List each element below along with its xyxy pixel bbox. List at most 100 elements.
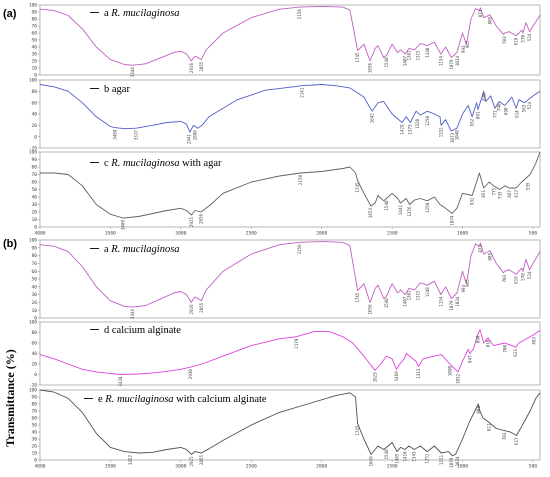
x-tick-label: 1500 [387,464,398,470]
y-tick-label: 20 [31,444,37,450]
peak-label: 524 [527,101,532,109]
peak-label: 1032 [456,373,461,384]
x-tick-label: 2000 [316,231,327,237]
y-tick-label: 100 [29,150,38,156]
peak-label: 735 [497,191,502,199]
peak-label: 1251 [425,453,430,464]
legend-text: agar [112,84,131,95]
y-tick-label: 50 [31,277,37,283]
peak-label: 1079 [449,457,454,468]
peak-label: 2941 [187,134,192,145]
y-tick-label: 100 [29,3,38,9]
peak-label: 703 [502,274,507,282]
peak-label: 993 [461,45,466,53]
peak-label: 1656 [368,304,373,315]
peak-label: 1373 [408,124,413,135]
peak-label: 700 [502,345,507,353]
y-tick-label: 0 [34,372,37,378]
peak-label: 965 [465,40,470,48]
peak-label: 1073 [450,133,455,144]
y-tick-label: 80 [31,402,37,408]
x-tick-label: 4000 [34,231,45,237]
spectrum-panel-b: -20 0 20 40 60 80 100 3469 3317 2941 2898 2141 1642 1… [29,78,541,152]
x-tick-label: 2500 [246,231,257,237]
peak-label: 1623 [372,372,377,383]
x-tick-label: 2000 [316,464,327,470]
legend-series-letter: e [98,394,105,405]
peak-label: 3409 [121,220,126,231]
y-tick-label: 50 [31,423,37,429]
panel-a-label: (a) [3,8,17,20]
spectrum-line-c [40,151,541,219]
peak-label: 1034 [455,56,460,67]
peak-label: 1320 [415,118,420,129]
x-tick-label: 3000 [175,464,186,470]
peak-label: 1250 [425,202,430,213]
peak-label: 1315 [416,290,421,301]
peak-label: 1034 [455,456,460,467]
y-tick-label: 90 [31,157,37,163]
y-tick-label: 90 [31,245,37,251]
peak-label: 3357 [128,455,133,466]
x-tick-label: 500 [529,464,538,470]
y-tick-label: 80 [31,330,37,336]
peak-label: 1079 [449,300,454,311]
legend-label-b: b agar [104,84,130,95]
x-tick-label: 2500 [246,464,257,470]
peak-label: 667 [507,190,512,198]
y-tick-label: 60 [31,100,37,106]
legend-text: R. mucilaginosa [110,8,179,19]
peak-label: 993 [461,284,466,292]
spectrum-line-d [39,329,541,375]
y-tick-label: 0 [34,225,37,231]
y-tick-label: 80 [31,165,37,171]
peak-label: 3344 [130,67,135,78]
peak-label: 2156 [297,9,302,20]
peak-label: 805 [488,252,493,260]
x-tick-label: 500 [529,231,538,237]
peak-label: 563 [522,104,527,112]
peak-label: 1407 [403,296,408,307]
x-tick-label: 3500 [105,231,116,237]
y-tick-label: 100 [29,78,38,84]
peak-label: 1381 [406,50,411,61]
peak-label: 1745 [355,182,360,193]
y-tick-label: 80 [31,89,37,95]
y-tick-label: 20 [31,59,37,65]
peak-label: 932 [470,118,475,126]
peak-label: 873 [478,9,483,17]
peak-label: 619 [514,276,519,284]
y-tick-label: 30 [31,52,37,58]
y-tick-label: 70 [31,409,37,415]
peak-label: 3428 [118,376,123,387]
legend-label-d: d calcium alginate [104,325,181,336]
peak-label: 1376 [407,206,412,217]
y-tick-label: 100 [29,238,38,244]
legend-series-letter: c [104,158,111,169]
peak-label: 1410 [402,451,407,462]
spectrum-line-a1 [39,5,541,66]
peak-label: 2150 [298,175,303,186]
peak-label: 805 [488,16,493,24]
peak-label: 1034 [455,296,460,307]
peak-label: 1154 [438,56,443,67]
peak-label: 2856 [199,214,204,225]
legend-plain-part: with agar [180,158,222,169]
peak-label: 2855 [199,302,204,313]
peak-label: 1656 [368,63,373,74]
peak-label: 1313 [416,368,421,379]
y-tick-label: 40 [31,112,37,118]
y-tick-label: 50 [31,38,37,44]
legend-label-e: e R. mucilaginosa with calcium alginate [98,394,267,405]
peak-label: 775 [492,187,497,195]
y-axis-label: Transmittance (%) [3,349,17,446]
x-tick-label: 1500 [387,231,398,237]
peak-label: 1407 [403,56,408,67]
y-tick-label: 10 [31,66,37,72]
legend-label-a1: a R. mucilaginosa [104,8,180,19]
x-tick-label: 3500 [105,464,116,470]
peak-label: 1315 [416,50,421,61]
peak-label: 932 [470,197,475,205]
